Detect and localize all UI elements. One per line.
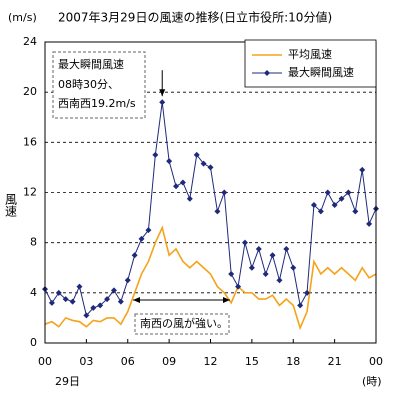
marker — [241, 239, 248, 246]
marker — [255, 245, 262, 252]
marker — [166, 158, 173, 165]
marker — [269, 252, 276, 259]
marker — [131, 252, 138, 259]
x-tick-label: 12 — [204, 355, 218, 368]
marker — [324, 189, 331, 196]
marker — [352, 208, 359, 215]
marker — [283, 245, 290, 252]
x-tick-label: 03 — [79, 355, 93, 368]
marker — [317, 208, 324, 215]
series-line — [44, 225, 377, 331]
marker — [145, 227, 152, 234]
marker — [214, 208, 221, 215]
marker — [138, 235, 145, 242]
marker — [221, 189, 228, 196]
marker — [297, 302, 304, 309]
marker — [117, 298, 124, 305]
marker — [76, 283, 83, 290]
peak-arrow-head — [159, 89, 166, 97]
marker — [290, 264, 297, 271]
y-tick-label: 8 — [30, 236, 37, 249]
annotation-line: 南西の風が強い。 — [140, 316, 228, 330]
marker — [97, 302, 104, 309]
y-tick-label: 20 — [23, 85, 37, 98]
marker — [173, 183, 180, 190]
plot-frame — [44, 41, 377, 344]
annotation-box — [134, 313, 230, 335]
marker — [193, 151, 200, 158]
marker — [338, 195, 345, 202]
y-tick-label: 0 — [30, 336, 37, 349]
marker — [90, 304, 97, 311]
annotation-line: 最大瞬間風速 — [58, 57, 124, 71]
marker — [345, 189, 352, 196]
x-tick-label: 06 — [121, 355, 135, 368]
marker — [159, 99, 166, 106]
marker — [104, 296, 111, 303]
y-tick-label: 12 — [23, 186, 37, 199]
marker — [110, 287, 117, 294]
marker — [276, 277, 283, 284]
marker — [62, 296, 69, 303]
marker — [207, 164, 214, 171]
marker — [228, 271, 235, 278]
x-tick-label: 09 — [162, 355, 176, 368]
marker — [331, 202, 338, 209]
marker — [200, 160, 207, 167]
chart-title: 2007年3月29日の風速の推移(日立市役所:10分値) — [58, 10, 332, 25]
legend-label: 平均風速 — [288, 48, 332, 61]
annotation-box — [52, 51, 146, 119]
annotation-line: 西南西19.2m/s — [58, 97, 136, 110]
marker — [55, 289, 62, 296]
marker — [310, 202, 317, 209]
y-unit: (m/s) — [8, 11, 37, 24]
x-tick-label: 00 — [38, 355, 52, 368]
marker — [124, 277, 131, 284]
x-date: 29日 — [55, 375, 80, 388]
x-tick-label: 00 — [369, 355, 383, 368]
x-tick-label: 21 — [328, 355, 342, 368]
x-tick-label: 15 — [245, 355, 259, 368]
x-unit: (時) — [362, 375, 382, 388]
marker — [262, 271, 269, 278]
y-tick-label: 24 — [23, 35, 37, 48]
legend-marker — [264, 70, 270, 76]
marker — [48, 299, 55, 306]
legend-label: 最大瞬間風速 — [288, 65, 354, 79]
marker — [179, 179, 186, 186]
y-tick-label: 16 — [23, 135, 37, 148]
marker — [359, 166, 366, 173]
marker — [152, 151, 159, 158]
y-label: 風速 — [4, 193, 18, 217]
y-tick-label: 4 — [30, 286, 37, 299]
marker — [186, 195, 193, 202]
marker — [69, 298, 76, 305]
x-tick-label: 18 — [286, 355, 300, 368]
marker — [366, 220, 373, 227]
marker — [304, 289, 311, 296]
marker — [83, 312, 90, 319]
marker — [248, 264, 255, 271]
legend — [244, 39, 377, 88]
annotation-line: 08時30分、 — [58, 78, 119, 91]
marker — [235, 283, 242, 290]
